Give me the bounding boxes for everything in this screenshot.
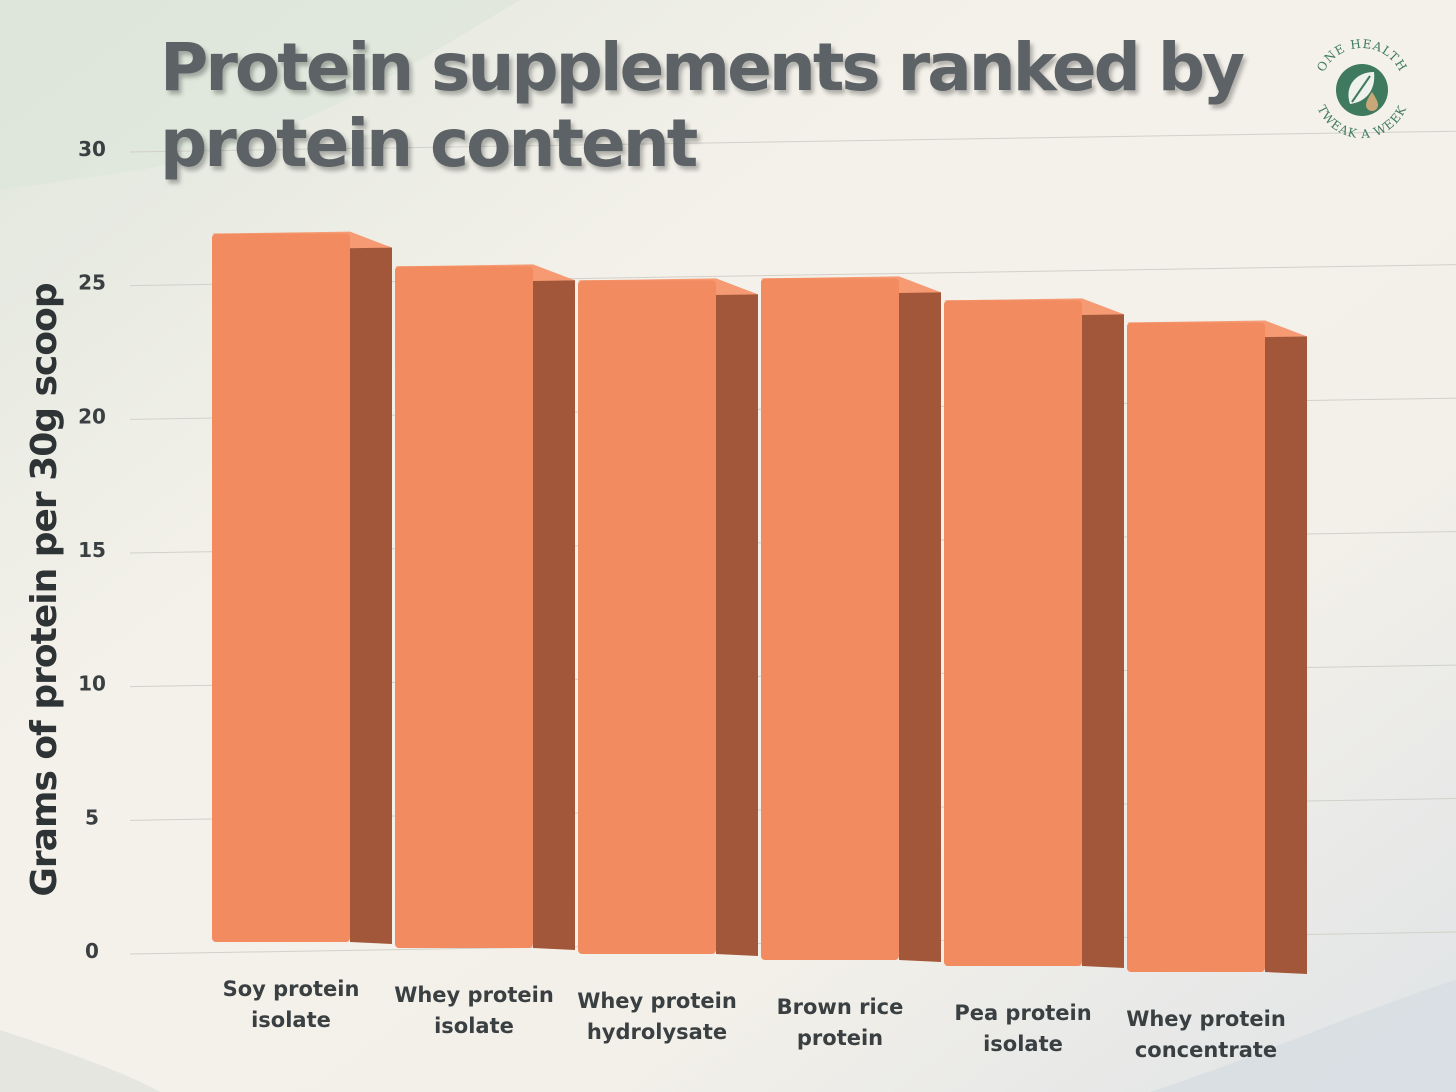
bar-side: [1265, 322, 1307, 974]
bar: [212, 231, 392, 944]
gridline: [129, 130, 1456, 153]
bar: [944, 298, 1124, 969]
y-axis-label: Grams of protein per 30g scoop: [24, 283, 65, 897]
y-tick-label: 15: [78, 538, 106, 562]
x-tick-label: Pea protein isolate: [954, 1001, 1091, 1056]
y-tick-label: 0: [85, 939, 99, 963]
y-tick-label: 30: [78, 137, 106, 161]
x-tick-label: Whey protein hydrolysate: [577, 989, 737, 1044]
leaf-drop-icon: [1336, 64, 1388, 116]
x-tick-label: Soy protein isolate: [223, 977, 360, 1032]
y-tick-label: 20: [78, 404, 106, 428]
x-tick-label: Whey protein isolate: [394, 983, 554, 1038]
bar-side: [1082, 300, 1124, 969]
chart-title: Protein supplements ranked by protein co…: [160, 29, 1245, 182]
y-tick-label: 25: [78, 271, 106, 295]
bar-front: [761, 278, 899, 960]
bars: [212, 231, 1307, 974]
x-tick-label: Whey protein concentrate: [1126, 1007, 1286, 1062]
bar: [395, 264, 575, 950]
y-tick-label: 5: [85, 805, 99, 829]
bar-front: [212, 233, 350, 942]
y-tick-label: 10: [78, 672, 106, 696]
x-tick-label: Brown rice protein: [777, 995, 904, 1050]
bar-front: [395, 266, 533, 948]
bar-side: [716, 280, 758, 956]
bar: [1127, 320, 1307, 974]
bar: [578, 278, 758, 956]
bar-side: [533, 266, 575, 950]
bar-side: [350, 233, 392, 944]
bar-side: [899, 278, 941, 962]
y-tick-labels: 0 5 10 15 20 25 30: [78, 137, 106, 963]
bar-front: [944, 300, 1082, 967]
x-tick-labels: Soy protein isolate Whey protein isolate Whe…: [223, 977, 1286, 1062]
logo: ONE HEALTH TWEAK A WEEK: [1314, 37, 1409, 142]
bar-front: [578, 280, 716, 954]
bar: [761, 276, 941, 962]
bar-front: [1127, 322, 1265, 972]
